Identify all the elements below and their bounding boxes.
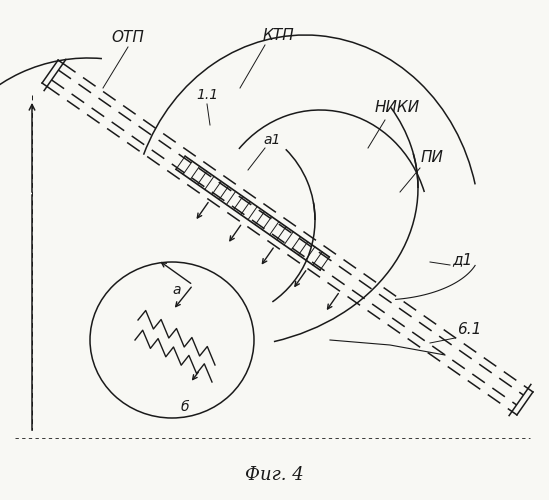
Text: а: а — [172, 283, 181, 297]
Text: д1: д1 — [452, 252, 472, 268]
Text: 1.1: 1.1 — [196, 88, 218, 102]
Text: Фиг. 4: Фиг. 4 — [245, 466, 304, 484]
Text: 6.1: 6.1 — [457, 322, 481, 338]
Text: б: б — [181, 400, 189, 414]
Text: НИКИ: НИКИ — [374, 100, 419, 116]
Text: ОТП: ОТП — [111, 30, 144, 46]
Text: ПИ: ПИ — [421, 150, 444, 166]
Text: а1: а1 — [264, 133, 281, 147]
Text: КТП: КТП — [262, 28, 294, 42]
